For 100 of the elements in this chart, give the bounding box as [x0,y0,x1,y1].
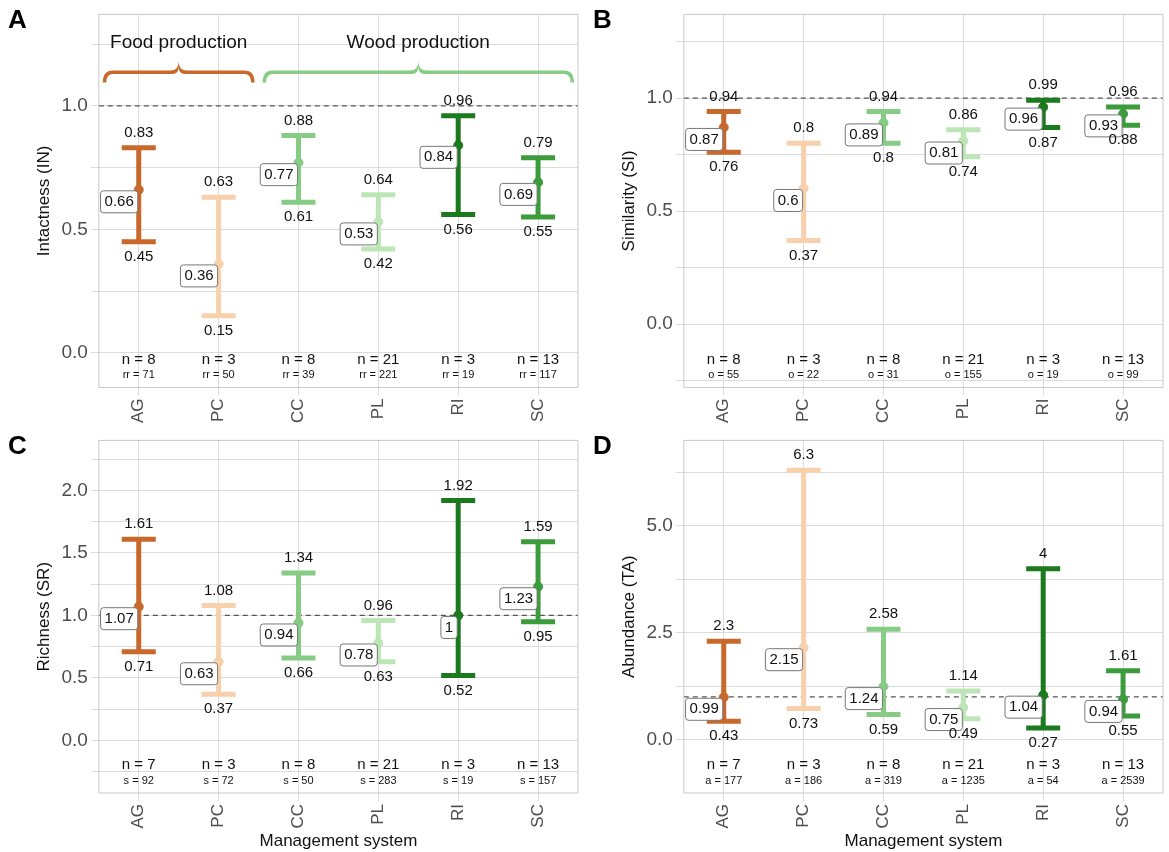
annotation: 0.96 [1108,82,1138,100]
y-tick-label: 1.5 [61,541,88,563]
x-tick-label: PC [793,804,813,828]
annotation: 0.45 [124,246,154,264]
annotation: n = 3 [201,349,236,367]
annotation: 1.92 [443,475,473,493]
data-label: 0.84 [424,147,454,165]
data-label: 0.69 [503,184,534,202]
annotation: n = 21 [357,349,400,367]
y-tick-label: 5.0 [646,514,673,536]
annotation: n = 3 [786,349,821,367]
annotation: 0.55 [1108,721,1138,739]
x-tick-label: PL [953,398,973,420]
x-tick-label: AG [128,804,148,829]
annotation: s = 72 [203,774,234,787]
x-tick-label: PL [368,398,388,420]
annotation: n = 8 [706,349,741,367]
data-label: 0.96 [1009,109,1039,127]
annotation: 0.55 [523,222,553,240]
annotation: s = 19 [443,774,474,787]
annotation: n = 13 [1102,755,1145,773]
data-label: 1.23 [503,588,534,606]
x-tick-label: RI [447,804,467,822]
x-tick-label: PL [953,804,973,825]
annotation: 0.94 [868,86,899,104]
y-tick-label: 1.0 [61,603,88,625]
annotation: o = 19 [1027,368,1059,381]
annotation: n = 8 [121,349,156,367]
annotation: n = 8 [281,755,316,773]
chart-title: B [593,4,612,35]
annotation: 0.64 [363,169,393,187]
annotation: 0.15 [204,320,234,338]
data-label: 0.94 [1088,701,1119,719]
annotation: 0.59 [868,719,899,737]
data-label: 1.07 [104,608,134,626]
annotation: o = 55 [708,368,740,381]
annotation: n = 13 [517,349,560,367]
annotation: rr = 50 [202,368,235,381]
x-tick-label: PC [208,804,228,828]
annotation: 0.37 [789,245,819,263]
x-tick-label: PC [793,398,813,423]
x-tick-label: RI [447,398,467,416]
annotation: o = 31 [868,368,899,381]
annotation: 0.56 [443,219,473,237]
annotation: 1.59 [523,516,553,534]
data-label: 0.87 [689,129,719,147]
annotation: 0.83 [124,122,154,140]
annotation: 1.34 [283,548,314,566]
x-tick-label: CC [288,398,308,423]
y-tick-label: 0.0 [646,312,673,334]
y-tick-label: 2.5 [646,620,673,642]
annotation: 0.8 [793,118,815,136]
annotation: 0.66 [283,663,314,681]
data-label: 0.78 [344,645,374,663]
y-tick-label: 0.5 [646,199,673,221]
data-label: 0.81 [929,143,959,161]
y-axis-title: Abundance (TA) [618,555,638,678]
x-tick-label: CC [288,804,308,829]
annotation: 0.37 [204,699,234,717]
annotation: 2.3 [713,616,735,634]
y-tick-label: 1.0 [646,86,673,108]
y-tick-label: 1.0 [61,94,88,116]
annotation: a = 1235 [941,774,985,787]
x-tick-label: SC [1112,804,1132,828]
annotation: 0.99 [1028,75,1058,93]
annotation: a = 54 [1027,774,1059,787]
chart-title: C [8,430,27,461]
x-tick-label: CC [873,804,893,829]
annotation: n = 3 [441,755,476,773]
x-tick-label: AG [713,398,733,423]
annotation: n = 21 [942,755,985,773]
annotation: rr = 39 [282,368,315,381]
annotation: 0.86 [948,104,978,122]
annotation: Wood production [346,30,490,52]
annotation: rr = 117 [519,368,557,381]
annotation: 0.88 [283,110,314,128]
annotation: a = 186 [785,774,823,787]
x-tick-label: AG [713,804,733,829]
annotation: a = 319 [864,774,902,787]
data-label: 0.94 [264,625,294,643]
annotation: 6.3 [793,445,815,463]
x-tick-label: AG [128,398,148,423]
annotation: 0.42 [363,254,393,272]
y-tick-label: 0.5 [61,217,88,239]
annotation: n = 3 [1026,349,1061,367]
annotation: 0.63 [363,666,393,684]
annotation: n = 8 [281,349,316,367]
annotation: rr = 71 [122,368,155,381]
x-tick-label: RI [1032,804,1052,822]
annotation: o = 155 [944,368,982,381]
chart-title: D [593,430,612,461]
annotation: s = 92 [123,774,154,787]
annotation: n = 8 [866,349,901,367]
annotation: n = 13 [517,755,560,773]
annotation: n = 3 [201,755,236,773]
annotation: 0.27 [1028,733,1058,751]
x-tick-label: SC [527,398,547,423]
annotation: 1.61 [1108,645,1138,663]
annotation: 0.74 [948,161,978,179]
y-tick-label: 0.0 [61,341,88,363]
